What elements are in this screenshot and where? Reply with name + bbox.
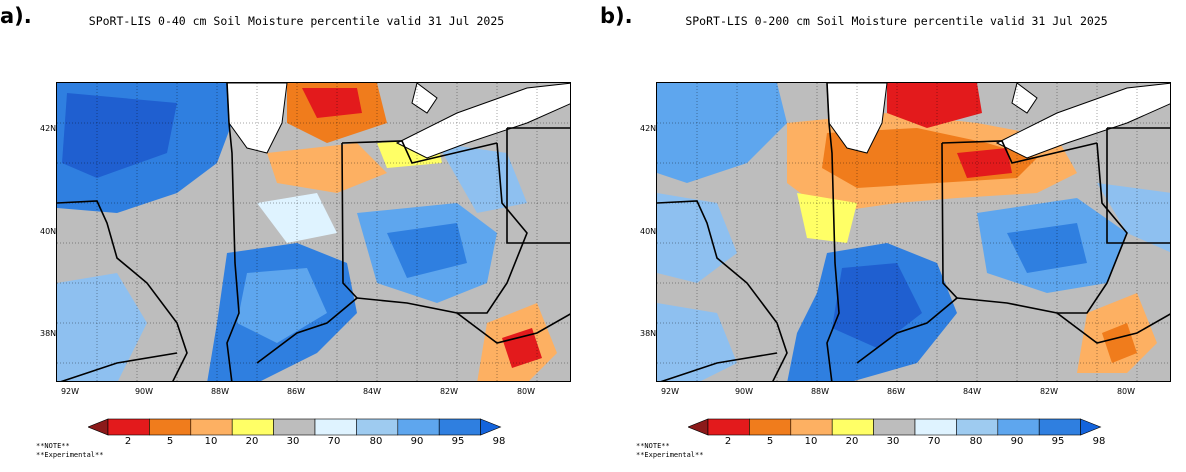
colorbar-label: 80	[369, 436, 383, 447]
lon-label: 82W	[439, 387, 459, 396]
colorbar-segment	[707, 418, 750, 436]
colorbar-segment	[1080, 418, 1102, 436]
lat-label: 38N	[40, 329, 57, 338]
colorbar-label: 90	[1010, 436, 1024, 447]
lon-label: 84W	[962, 387, 982, 396]
colorbar-segment	[438, 418, 481, 436]
colorbar-label: 2	[124, 436, 132, 447]
lat-label: 40N	[40, 227, 57, 236]
map-graphic	[57, 83, 570, 381]
colorbar-label: 70	[927, 436, 941, 447]
lat-label: 42N	[640, 124, 657, 133]
colorbar-segment	[480, 418, 502, 436]
colorbar-segment	[88, 418, 109, 436]
soil-moisture-map	[656, 82, 1171, 382]
lat-label: 40N	[640, 227, 657, 236]
colorbar-label: 2	[724, 436, 732, 447]
lon-label: 88W	[210, 387, 230, 396]
colorbar-label: 98	[492, 436, 506, 447]
note-text: **Experimental**	[636, 451, 704, 459]
colorbar-segment	[997, 418, 1040, 436]
lat-label: 38N	[640, 329, 657, 338]
colorbar-segment	[190, 418, 233, 436]
colorbar-segment	[749, 418, 792, 436]
colorbar-segment	[107, 418, 150, 436]
colorbar	[88, 418, 502, 436]
panel-b: b). SPoRT-LIS 0-200 cm Soil Moisture per…	[600, 0, 1186, 472]
lat-label: 42N	[40, 124, 57, 133]
map-graphic	[657, 83, 1170, 381]
colorbar	[688, 418, 1102, 436]
lon-label: 82W	[1039, 387, 1059, 396]
colorbar-label: 20	[845, 436, 859, 447]
lon-label: 86W	[286, 387, 306, 396]
colorbar-label: 5	[766, 436, 774, 447]
lon-label: 92W	[60, 387, 80, 396]
lon-label: 84W	[362, 387, 382, 396]
colorbar-segment	[273, 418, 316, 436]
colorbar-label: 10	[204, 436, 218, 447]
note-text: **Experimental**	[36, 451, 104, 459]
colorbar-segment	[873, 418, 916, 436]
lon-label: 92W	[660, 387, 680, 396]
lon-label: 88W	[810, 387, 830, 396]
colorbar-segment	[397, 418, 440, 436]
colorbar-label: 95	[1051, 436, 1065, 447]
colorbar-segment	[956, 418, 999, 436]
panel-title: SPoRT-LIS 0-200 cm Soil Moisture percent…	[685, 14, 1108, 28]
colorbar-segment	[314, 418, 357, 436]
colorbar-segment	[790, 418, 833, 436]
colorbar-segment	[831, 418, 874, 436]
lon-label: 86W	[886, 387, 906, 396]
panel-a: a). SPoRT-LIS 0-40 cm Soil Moisture perc…	[0, 4, 571, 459]
colorbar-segment	[149, 418, 192, 436]
colorbar-label: 5	[166, 436, 174, 447]
colorbar-segment	[231, 418, 274, 436]
colorbar-label: 80	[969, 436, 983, 447]
colorbar-label: 95	[451, 436, 465, 447]
colorbar-segment	[1038, 418, 1081, 436]
note-text: **NOTE**	[36, 442, 70, 450]
colorbar-segment	[688, 418, 709, 436]
lon-label: 80W	[1116, 387, 1136, 396]
colorbar-label: 20	[245, 436, 259, 447]
colorbar-label: 90	[410, 436, 424, 447]
colorbar-segment	[356, 418, 399, 436]
colorbar-label: 70	[327, 436, 341, 447]
soil-moisture-map	[56, 82, 571, 382]
colorbar-label: 98	[1092, 436, 1106, 447]
lon-label: 80W	[516, 387, 536, 396]
panel-letter: a).	[0, 4, 32, 28]
colorbar-label: 30	[886, 436, 900, 447]
note-text: **NOTE**	[636, 442, 670, 450]
panel-letter: b).	[600, 4, 633, 28]
panel-title: SPoRT-LIS 0-40 cm Soil Moisture percenti…	[88, 14, 505, 28]
colorbar-label: 10	[804, 436, 818, 447]
lon-label: 90W	[734, 387, 754, 396]
lon-label: 90W	[134, 387, 154, 396]
colorbar-label: 30	[286, 436, 300, 447]
colorbar-segment	[914, 418, 957, 436]
